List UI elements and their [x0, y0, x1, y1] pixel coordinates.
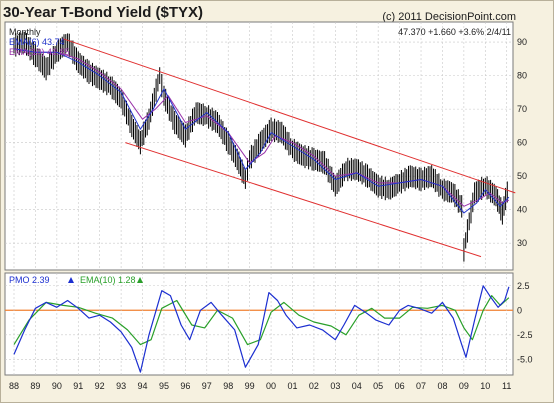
- price-series-group: [13, 31, 516, 262]
- pmo-ema-label: EMA(10) 1.28: [80, 275, 136, 285]
- x-tick-label: 06: [395, 381, 405, 391]
- pmo-line: [13, 285, 510, 373]
- x-tick-label: 04: [352, 381, 362, 391]
- pmo-y-tick-label: -2.5: [517, 330, 533, 340]
- upper-trend-channel-line: [63, 38, 516, 194]
- x-tick-label: 03: [330, 381, 340, 391]
- x-tick-label: 88: [9, 381, 19, 391]
- chart-title: 30-Year T-Bond Yield ($TYX): [3, 4, 204, 21]
- x-tick-label: 93: [116, 381, 126, 391]
- x-tick-label: 97: [202, 381, 212, 391]
- period-label: Monthly: [9, 27, 41, 37]
- x-tick-label: 95: [159, 381, 169, 391]
- ema-short-label: EMA(6) 43.74: [9, 37, 65, 47]
- price-gridlines: [5, 41, 513, 244]
- x-tick-label: 07: [416, 381, 426, 391]
- price-y-axis: 30 40 50 60 70 80 90: [517, 37, 527, 248]
- x-tick-label: 98: [223, 381, 233, 391]
- pmo-y-tick-label: 0: [517, 305, 522, 315]
- price-y-tick-label: 30: [517, 238, 527, 248]
- copyright-text: (c) 2011 DecisionPoint.com: [382, 11, 516, 23]
- pmo-y-tick-label: -5.0: [517, 354, 533, 364]
- pmo-y-tick-label: 2.5: [517, 281, 530, 291]
- x-tick-label: 89: [30, 381, 40, 391]
- x-tick-label: 02: [309, 381, 319, 391]
- x-tick-label: 08: [437, 381, 447, 391]
- pmo-y-axis: 2.5 0 -2.5 -5.0: [517, 281, 533, 365]
- x-tick-label: 01: [287, 381, 297, 391]
- pmo-vertical-gridlines: [13, 273, 508, 375]
- pmo-panel: [4, 272, 514, 376]
- quote-readout: 47.370 +1.660 +3.6% 2/4/11: [398, 27, 511, 37]
- price-y-tick-label: 90: [517, 37, 527, 47]
- pmo-up-arrow-icon: [68, 277, 74, 283]
- x-tick-label: 94: [138, 381, 148, 391]
- price-y-tick-label: 70: [517, 104, 527, 114]
- price-y-tick-label: 80: [517, 71, 527, 81]
- pmo-ema-up-arrow-icon: [137, 277, 143, 283]
- x-tick-label: 09: [459, 381, 469, 391]
- pmo-gridlines: [5, 285, 513, 360]
- x-tick-label: 99: [245, 381, 255, 391]
- price-y-tick-label: 50: [517, 171, 527, 181]
- x-tick-label: 11: [502, 381, 511, 391]
- pmo-label: PMO 2.39: [9, 275, 50, 285]
- ema10-line: [13, 48, 510, 207]
- ema-long-label: EMA(10) 42.85: [9, 47, 70, 57]
- x-tick-label: 10: [480, 381, 490, 391]
- pmo-series-group: [13, 285, 510, 373]
- lower-trend-channel-line: [125, 142, 482, 258]
- x-tick-label: 91: [73, 381, 83, 391]
- pmo-signal-line: [13, 295, 510, 346]
- ema6-line: [13, 48, 510, 214]
- price-y-tick-label: 60: [517, 138, 527, 148]
- x-tick-label: 92: [95, 381, 105, 391]
- x-axis: 88 89 90 91 92 93 94 95 96 97 98 99 00 01 02 03 04 05 06 07…: [9, 381, 511, 391]
- price-y-tick-label: 40: [517, 205, 527, 215]
- x-tick-label: 00: [266, 381, 276, 391]
- x-tick-label: 05: [373, 381, 383, 391]
- x-tick-label: 96: [180, 381, 190, 391]
- x-tick-label: 90: [52, 381, 62, 391]
